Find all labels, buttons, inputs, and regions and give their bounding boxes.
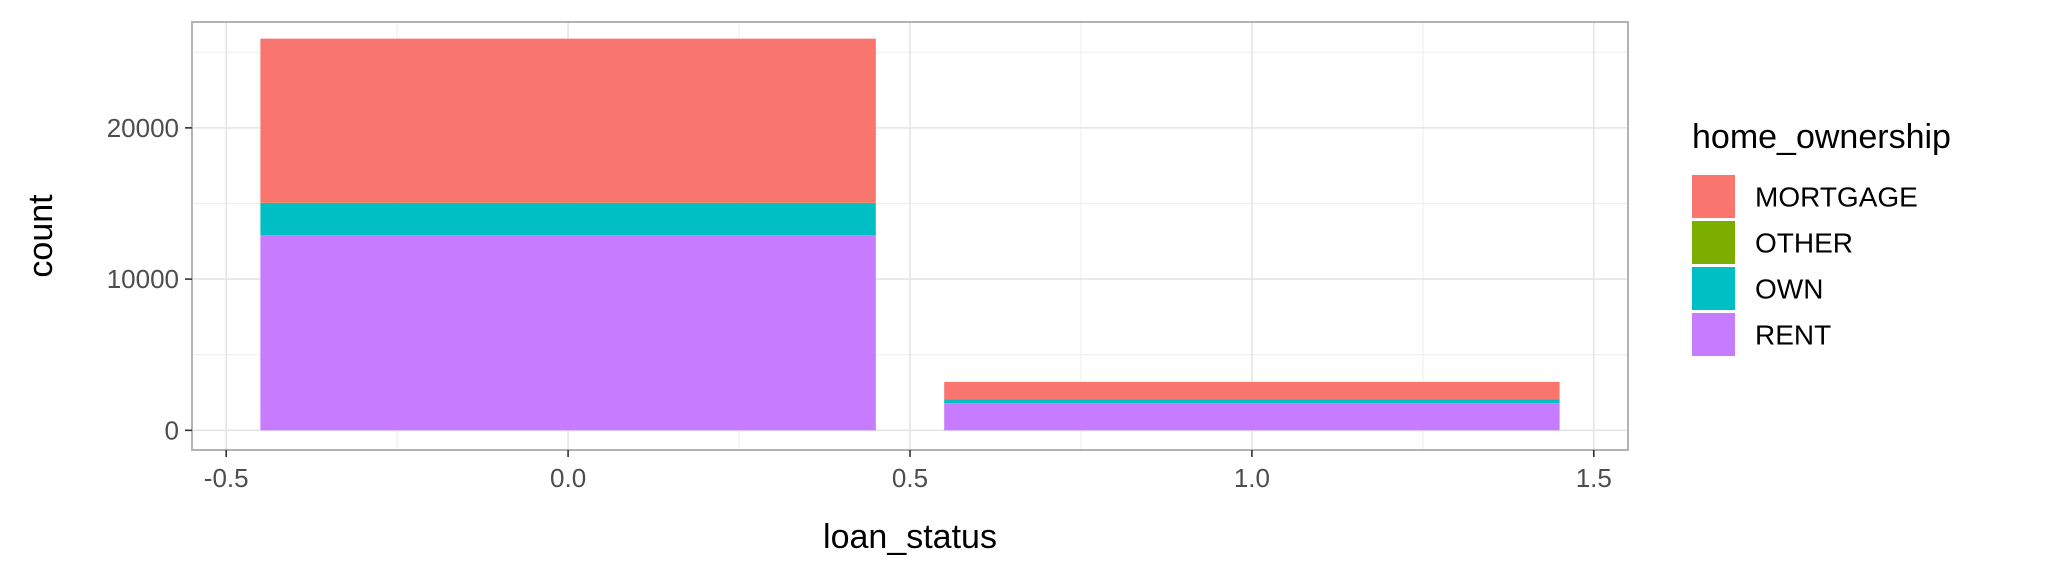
bars bbox=[260, 38, 1560, 431]
bar-mortgage-1 bbox=[944, 381, 1560, 400]
legend-title: home_ownership bbox=[1692, 118, 1951, 156]
x-axis: -0.5 0.0 0.5 1.0 1.5 bbox=[204, 450, 1612, 493]
x-tick-label: -0.5 bbox=[204, 463, 249, 493]
x-axis-title: loan_status bbox=[823, 518, 997, 556]
y-axis: 0 10000 20000 bbox=[107, 113, 192, 445]
y-tick-label: 10000 bbox=[107, 264, 179, 294]
bar-rent-1 bbox=[944, 403, 1560, 431]
x-tick-label: 1.0 bbox=[1234, 463, 1270, 493]
legend: MORTGAGE OTHER OWN RENT bbox=[1692, 175, 1918, 356]
x-tick-label: 0.0 bbox=[550, 463, 586, 493]
bar-own-0 bbox=[260, 203, 876, 236]
x-tick-label: 0.5 bbox=[892, 463, 928, 493]
x-tick-label: 1.5 bbox=[1576, 463, 1612, 493]
legend-label-mortgage: MORTGAGE bbox=[1755, 182, 1918, 213]
y-tick-label: 20000 bbox=[107, 113, 179, 143]
y-tick-label: 0 bbox=[165, 415, 179, 445]
legend-key-own bbox=[1692, 267, 1735, 310]
legend-key-mortgage bbox=[1692, 175, 1735, 218]
legend-key-rent bbox=[1692, 313, 1735, 356]
bar-mortgage-0 bbox=[260, 38, 876, 203]
y-axis-title: count bbox=[22, 194, 60, 278]
bar-other-0 bbox=[260, 202, 876, 204]
legend-label-own: OWN bbox=[1755, 274, 1823, 305]
bar-rent-0 bbox=[260, 235, 876, 431]
legend-label-other: OTHER bbox=[1755, 228, 1853, 259]
legend-key-other bbox=[1692, 221, 1735, 264]
bar-own-1 bbox=[944, 399, 1560, 404]
legend-label-rent: RENT bbox=[1755, 320, 1831, 351]
